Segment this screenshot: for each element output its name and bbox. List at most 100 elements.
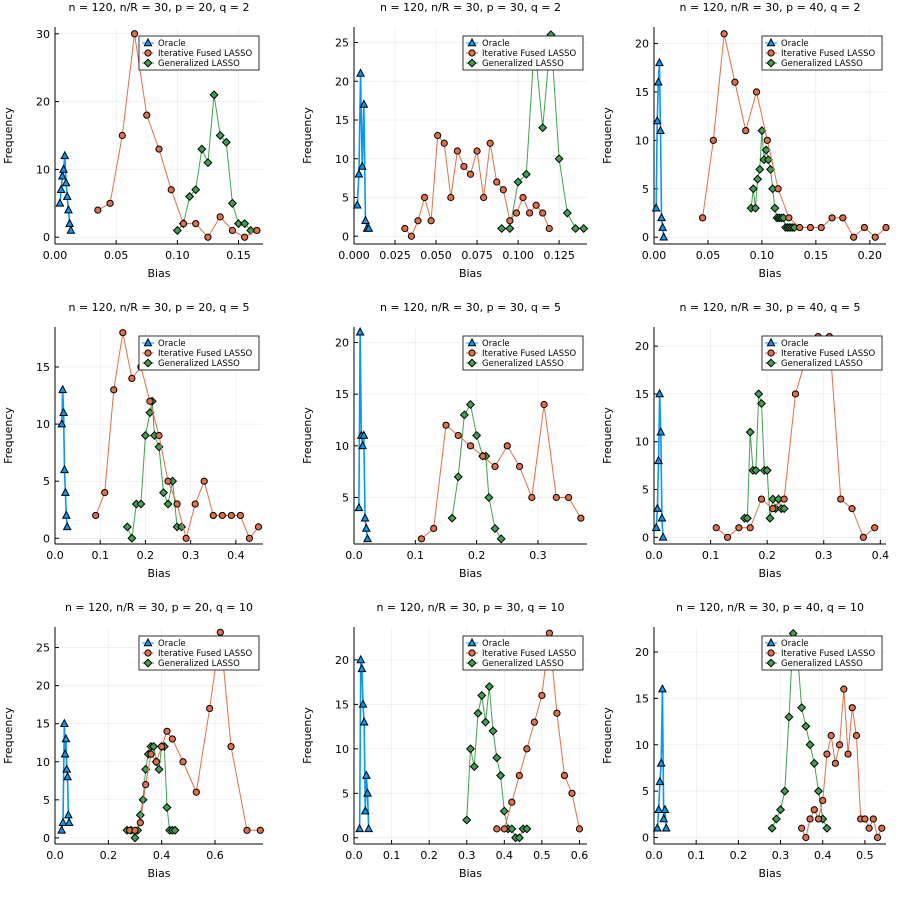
legend-box (138, 335, 260, 371)
x-tick-label: 0.0 (345, 849, 363, 862)
legend-marker (766, 637, 776, 647)
y-axis-label: Frequency (301, 707, 314, 764)
data-point (769, 505, 777, 513)
data-point (837, 495, 845, 503)
legend-box (761, 335, 883, 371)
x-tick-label: 0.2 (730, 849, 748, 862)
data-point (748, 184, 758, 194)
data-point (94, 206, 102, 214)
legend-marker (143, 337, 153, 347)
data-point (822, 823, 832, 833)
data-point (836, 741, 844, 749)
legend-label: Oracle (781, 39, 809, 49)
data-point (228, 226, 237, 235)
y-tick-label: 15 (635, 692, 649, 705)
data-point (143, 111, 151, 119)
y-tick-label: 20 (36, 96, 50, 109)
data-point (462, 815, 472, 825)
data-point (359, 99, 369, 108)
y-tick-label: 5 (43, 794, 50, 807)
data-point (420, 193, 429, 202)
legend-marker (144, 349, 152, 357)
data-point (118, 131, 126, 140)
legend-box (462, 635, 584, 671)
y-tick-label: 5 (642, 785, 649, 798)
series-oracle (352, 68, 374, 232)
data-point (56, 184, 66, 194)
data-point (142, 781, 150, 789)
data-point (492, 753, 502, 763)
legend-marker (766, 337, 776, 347)
data-point (167, 186, 175, 194)
data-point (657, 212, 666, 222)
data-point (562, 208, 572, 218)
data-point (465, 399, 476, 410)
legend-label: Iterative Fused LASSO (158, 349, 253, 359)
legend-label: Generalized LASSO (158, 359, 240, 369)
legend-marker (143, 358, 153, 368)
data-point (356, 68, 365, 77)
data-point (356, 654, 366, 664)
legend-label: Iterative Fused LASSO (781, 349, 876, 359)
data-point (780, 495, 788, 503)
data-point (363, 788, 372, 797)
data-point (553, 709, 561, 717)
data-point (130, 833, 140, 843)
legend-label: Oracle (482, 39, 510, 49)
data-point (64, 817, 74, 826)
y-tick-label: 5 (342, 192, 349, 205)
data-point (401, 224, 409, 233)
data-point (784, 712, 794, 722)
data-point (60, 487, 70, 496)
data-point (814, 786, 824, 796)
x-tick-label: 0.100 (502, 249, 534, 262)
y-axis-label: Frequency (601, 407, 614, 464)
data-point (496, 771, 506, 781)
data-point (530, 718, 538, 726)
data-point (209, 511, 217, 520)
data-point (442, 421, 450, 429)
data-point (796, 223, 804, 232)
data-point (469, 762, 479, 772)
data-point (844, 750, 852, 758)
data-point (731, 78, 739, 86)
series-iterative-fused-lasso (94, 30, 261, 241)
y-tick-label: 10 (36, 418, 50, 431)
data-point (192, 220, 200, 228)
data-point (750, 203, 760, 213)
series-line (59, 155, 72, 231)
x-axis-label: Bias (459, 867, 482, 880)
data-point (757, 398, 767, 408)
data-point (479, 452, 487, 460)
data-point (140, 430, 150, 441)
data-point (712, 524, 720, 532)
data-point (540, 400, 548, 409)
data-point (168, 735, 176, 743)
data-point (480, 193, 488, 202)
data-point (652, 115, 662, 125)
series-generalized-lasso (740, 389, 789, 523)
series-generalized-lasso (767, 628, 832, 833)
data-point (779, 504, 789, 514)
y-tick-label: 10 (335, 440, 349, 453)
x-tick-label: 0.4 (814, 849, 832, 862)
series-oracle (651, 388, 668, 541)
data-point (63, 771, 72, 781)
y-tick-label: 0 (642, 531, 649, 544)
data-point (776, 805, 786, 815)
data-point (149, 742, 159, 752)
data-point (241, 233, 249, 241)
data-point (360, 806, 370, 815)
data-point (657, 513, 667, 522)
data-point (434, 131, 442, 140)
y-tick-label: 20 (36, 680, 50, 693)
data-point (762, 465, 772, 475)
x-axis-label: Bias (459, 267, 482, 280)
data-point (878, 824, 886, 832)
data-point (454, 431, 462, 440)
data-point (460, 162, 468, 171)
series-iterative-fused-lasso (493, 629, 584, 833)
data-point (154, 764, 164, 774)
